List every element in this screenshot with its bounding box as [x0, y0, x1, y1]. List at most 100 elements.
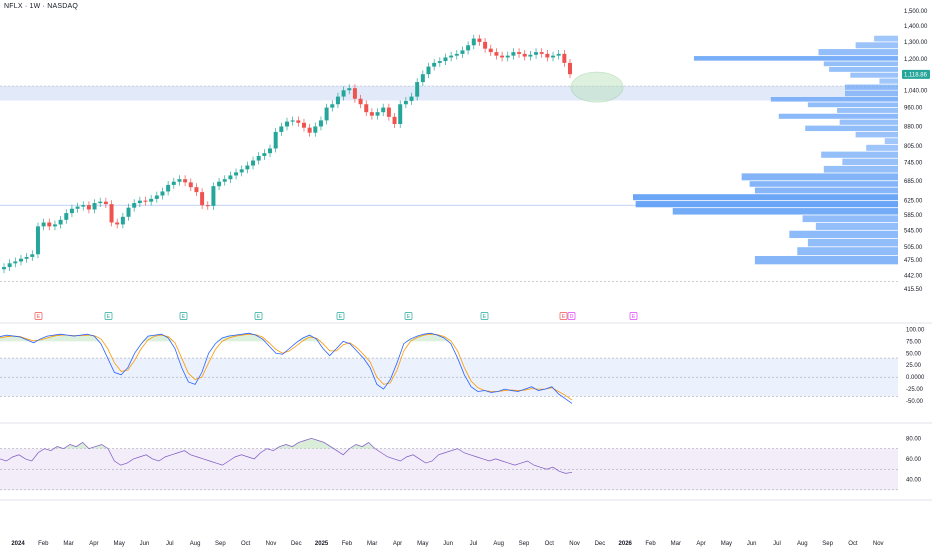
earnings-marker-label: D	[570, 314, 574, 320]
candle-body	[115, 222, 120, 225]
candle-body	[137, 200, 142, 204]
candle-body	[92, 203, 97, 210]
rsi-overbought-fill	[0, 438, 572, 449]
volume-profile-bar	[749, 181, 898, 187]
time-axis-label: Aug	[493, 541, 504, 547]
candle-body	[369, 112, 374, 116]
candle-body	[30, 254, 35, 257]
stoch-tick-label: 75.00	[906, 339, 922, 345]
candle-body	[511, 52, 516, 56]
price-tick-label: 1,400.00	[904, 24, 928, 30]
volume-profile-bar	[829, 66, 898, 72]
candle-body	[426, 66, 431, 75]
candle-body	[13, 261, 18, 264]
candle-body	[347, 88, 352, 91]
candle-body	[522, 53, 527, 57]
candle-body	[562, 53, 567, 63]
volume-profile-bar	[823, 165, 898, 173]
volume-profile-bar	[770, 96, 898, 102]
price-tick-label: 1,500.00	[904, 9, 928, 15]
time-axis-label: Nov	[569, 541, 580, 547]
volume-profile-bar	[879, 78, 898, 84]
candle-body	[239, 169, 244, 173]
earnings-marker-label: E	[632, 314, 636, 320]
candle-body	[358, 98, 363, 105]
candle-body	[273, 131, 278, 149]
candle-body	[183, 179, 188, 183]
earnings-marker	[104, 312, 113, 320]
price-tick-label: 685.00	[904, 179, 923, 185]
time-axis-label: May	[114, 541, 125, 547]
candle-body	[98, 201, 103, 204]
candle-body	[420, 74, 425, 83]
earnings-marker-label: E	[407, 314, 411, 320]
candle-body	[222, 179, 227, 182]
time-axis-label: May	[721, 541, 732, 547]
rsi-tick-label: 60.00	[906, 457, 922, 463]
volume-profile-bar	[789, 230, 898, 239]
candle-body	[466, 45, 471, 51]
earnings-marker	[559, 312, 568, 320]
price-tick-label: 1,040.00	[904, 88, 928, 94]
volume-profile-bar	[818, 49, 898, 56]
time-axis-label: 2026	[619, 541, 633, 547]
earnings-marker	[567, 312, 576, 320]
candle-body	[109, 204, 114, 223]
candle-body	[556, 53, 561, 56]
time-axis-label: Jul	[470, 541, 478, 547]
volume-profile-bar	[635, 201, 898, 208]
rsi-tick-label: 80.00	[906, 436, 922, 442]
time-axis-label: Sep	[822, 541, 833, 547]
volume-profile-bar	[741, 173, 898, 181]
price-tick-label: 805.00	[904, 144, 923, 150]
volume-profile-bar	[845, 90, 898, 97]
candle-body	[143, 200, 148, 202]
candle-body	[211, 186, 216, 206]
time-axis-label: Mar	[367, 541, 377, 547]
volume-profile-bar	[797, 247, 898, 256]
price-tick-label: 745.00	[904, 161, 923, 167]
support-zone	[0, 85, 898, 101]
volume-profile-bar	[807, 102, 898, 108]
candle-body	[477, 38, 482, 42]
candle-body	[217, 181, 222, 187]
last-price-tag	[902, 69, 930, 79]
time-axis-label: Aug	[190, 541, 201, 547]
volume-profile-bar	[855, 131, 898, 138]
candle-body	[494, 52, 499, 56]
candle-body	[188, 182, 193, 188]
candle-body	[2, 267, 6, 270]
candle-body	[69, 208, 74, 214]
candle-body	[177, 179, 182, 182]
volume-profile-bar	[802, 215, 898, 223]
time-axis-label: Feb	[38, 541, 49, 547]
earnings-marker-label: E	[37, 314, 41, 320]
time-axis-label: Jul	[773, 541, 781, 547]
time-axis-label: 2024	[11, 541, 25, 547]
volume-profile-bar	[837, 108, 898, 113]
time-axis-label: Apr	[89, 541, 98, 547]
time-axis-label: May	[417, 541, 428, 547]
price-tick-label: 880.00	[904, 124, 923, 130]
time-axis-label: Feb	[645, 541, 656, 547]
volume-profile-bar	[633, 194, 898, 201]
earnings-marker-label: E	[483, 314, 487, 320]
earnings-marker-label: E	[182, 314, 186, 320]
price-tick-label: 1,200.00	[904, 57, 928, 63]
candle-body	[432, 62, 437, 67]
volume-profile-bar	[823, 61, 898, 67]
time-axis-label: Sep	[519, 541, 530, 547]
stoch-tick-label: -50.00	[906, 399, 924, 405]
candle-body	[64, 213, 69, 220]
candle-body	[285, 121, 289, 127]
volume-profile-bar	[845, 84, 898, 90]
volume-profile-bar	[866, 144, 898, 151]
volume-profile-bar	[821, 151, 898, 158]
time-axis-label: Dec	[595, 541, 606, 547]
candle-body	[437, 61, 442, 63]
price-tick-label: 505.00	[904, 245, 923, 251]
time-axis-label: Sep	[215, 541, 226, 547]
time-axis-label: Jun	[443, 541, 453, 547]
candle-body	[443, 57, 448, 62]
